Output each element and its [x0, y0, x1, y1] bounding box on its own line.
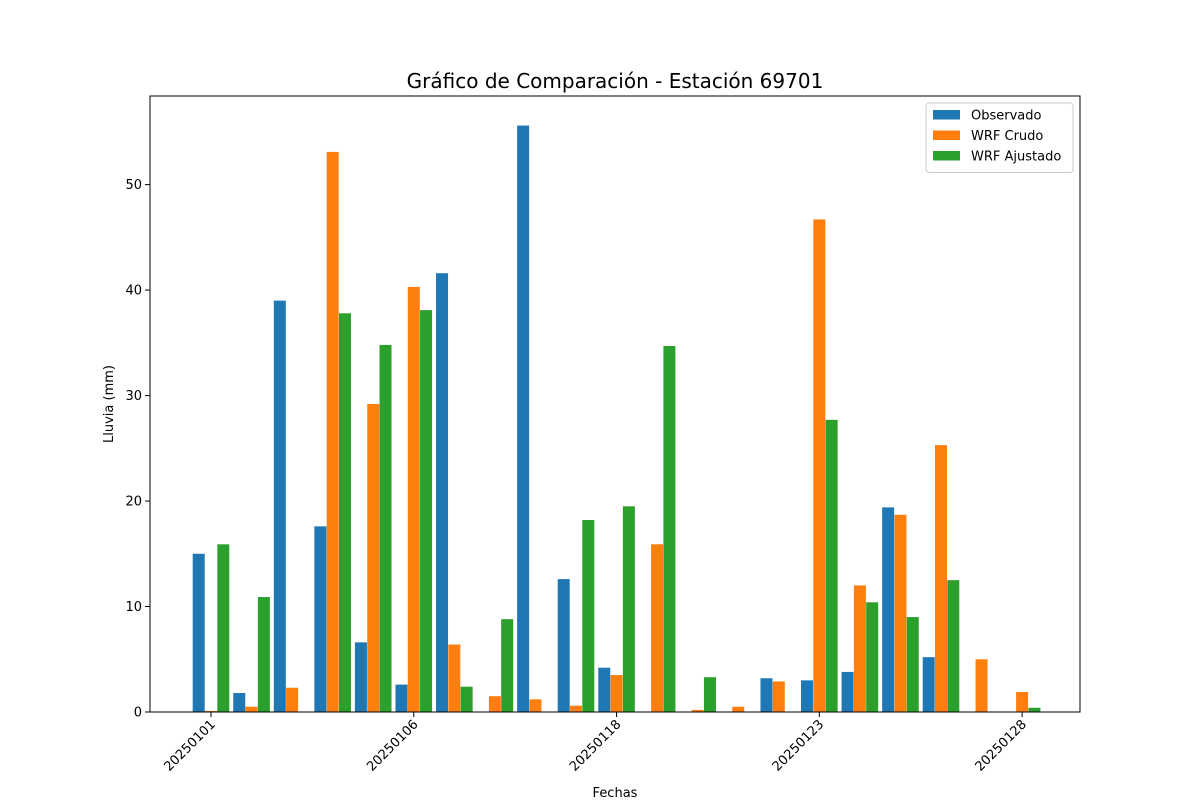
x-axis-label: Fechas — [593, 786, 638, 800]
bar-wrf-ajustado-20 — [1028, 707, 1041, 712]
y-axis: 0 10 20 30 40 50 — [125, 178, 150, 721]
bar-wrf-ajustado-15 — [825, 419, 838, 712]
bar-observado-10 — [598, 667, 611, 712]
bar-wrf-crudo-14 — [772, 681, 785, 712]
bar-wrf-crudo-3 — [326, 151, 339, 712]
bar-wrf-crudo-19 — [975, 659, 988, 712]
bar-observado-14 — [760, 678, 773, 712]
y-tick-label: 20 — [125, 495, 142, 510]
bar-wrf-crudo-8 — [529, 699, 542, 712]
bar-wrf-crudo-4 — [367, 404, 380, 712]
chart-title: Gráfico de Comparación - Estación 69701 — [407, 69, 824, 93]
bar-wrf-crudo-11 — [651, 544, 664, 712]
bar-wrf-ajustado-7 — [501, 619, 514, 712]
bar-wrf-crudo-9 — [570, 705, 582, 712]
bar-wrf-ajustado-3 — [338, 313, 351, 712]
plot-frame — [149, 95, 1081, 713]
legend-swatch-observado — [933, 110, 960, 120]
legend-box — [925, 102, 1074, 173]
bar-wrf-ajustado-12 — [703, 677, 716, 712]
bar-wrf-ajustado-17 — [906, 617, 919, 712]
bar-wrf-ajustado-16 — [866, 602, 879, 712]
bar-observado-6 — [436, 273, 449, 712]
bar-observado-16 — [841, 671, 854, 712]
bar-observado-3 — [314, 526, 327, 712]
bars-group — [192, 125, 1041, 712]
bar-observado-8 — [517, 125, 530, 712]
bar-wrf-ajustado-0 — [217, 544, 230, 712]
legend-label-wrf-ajustado: WRF Ajustado — [971, 150, 1061, 165]
bar-wrf-ajustado-4 — [379, 344, 392, 712]
bar-wrf-ajustado-10 — [622, 506, 635, 712]
y-tick-label: 40 — [125, 284, 142, 299]
legend-label-observado: Observado — [971, 109, 1042, 124]
legend: Observado WRF Crudo WRF Ajustado — [925, 102, 1074, 173]
bar-observado-17 — [882, 507, 895, 712]
bar-wrf-crudo-12 — [691, 709, 704, 712]
bar-wrf-ajustado-9 — [582, 520, 595, 712]
bar-wrf-ajustado-6 — [460, 686, 473, 712]
bar-wrf-crudo-6 — [448, 644, 461, 712]
bar-observado-15 — [801, 680, 814, 712]
bar-wrf-crudo-15 — [813, 219, 826, 712]
bar-wrf-crudo-13 — [732, 706, 745, 712]
bar-wrf-crudo-5 — [407, 286, 420, 712]
bar-wrf-crudo-10 — [610, 675, 623, 712]
bar-wrf-crudo-17 — [894, 514, 907, 712]
bar-wrf-crudo-18 — [935, 445, 947, 712]
bar-wrf-crudo-7 — [488, 696, 501, 712]
bar-wrf-ajustado-18 — [947, 580, 960, 712]
bar-wrf-crudo-20 — [1016, 691, 1029, 712]
bar-observado-0 — [192, 553, 205, 712]
y-axis-label: Lluvia (mm) — [102, 365, 117, 443]
bar-wrf-crudo-1 — [245, 706, 258, 712]
y-tick-label: 10 — [125, 600, 142, 615]
y-tick-label: 30 — [125, 389, 142, 404]
bar-observado-4 — [354, 642, 367, 712]
legend-label-wrf-crudo: WRF Crudo — [971, 129, 1043, 144]
bar-wrf-ajustado-1 — [257, 597, 270, 712]
bar-wrf-crudo-2 — [286, 687, 299, 712]
legend-swatch-wrf-crudo — [933, 130, 960, 140]
bar-observado-5 — [395, 684, 408, 712]
bar-wrf-ajustado-11 — [663, 345, 676, 712]
y-tick-label: 0 — [134, 706, 142, 721]
bar-wrf-crudo-0 — [205, 710, 217, 712]
bar-wrf-ajustado-5 — [420, 310, 433, 712]
bar-observado-9 — [557, 579, 570, 712]
bar-wrf-crudo-16 — [853, 585, 866, 712]
y-tick-label: 50 — [125, 178, 142, 193]
bar-observado-1 — [233, 693, 246, 712]
bar-observado-2 — [273, 300, 286, 712]
legend-swatch-wrf-ajustado — [933, 151, 960, 161]
bar-observado-18 — [922, 657, 935, 712]
